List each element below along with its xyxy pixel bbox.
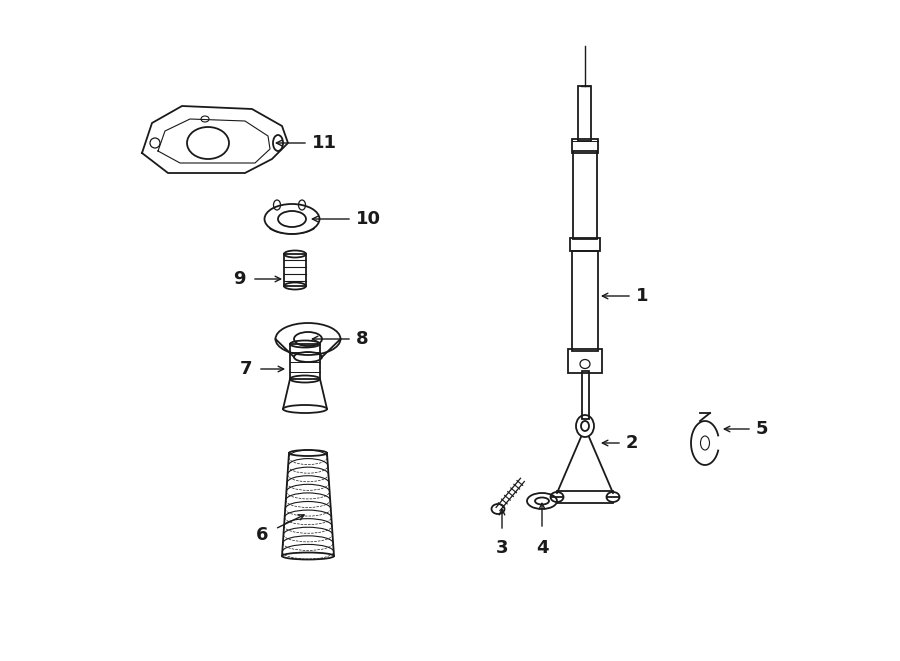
Bar <box>570 238 600 251</box>
Text: 5: 5 <box>756 420 769 438</box>
Text: 1: 1 <box>636 287 649 305</box>
Bar <box>573 151 597 239</box>
Text: 4: 4 <box>536 539 548 557</box>
Text: 6: 6 <box>256 526 268 544</box>
Bar <box>572 139 598 153</box>
Text: 3: 3 <box>496 539 508 557</box>
Bar <box>572 251 598 351</box>
Text: 8: 8 <box>356 330 369 348</box>
Text: 11: 11 <box>312 134 337 152</box>
Text: 7: 7 <box>239 360 252 378</box>
Bar <box>284 254 306 286</box>
Bar <box>290 344 320 379</box>
Bar <box>568 349 602 373</box>
Text: 2: 2 <box>626 434 638 452</box>
Text: 10: 10 <box>356 210 381 228</box>
Text: 9: 9 <box>233 270 246 288</box>
Bar <box>581 371 589 419</box>
